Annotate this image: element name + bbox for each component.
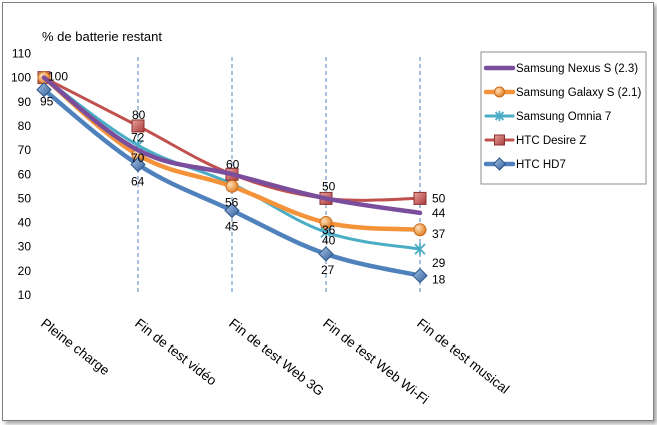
data-label: 70 [131, 151, 145, 165]
y-tick-label: 100 [11, 71, 31, 85]
y-tick-label: 70 [18, 143, 32, 157]
x-category-label: Fin de test Web Wi-Fi [320, 316, 431, 408]
data-label: 60 [226, 157, 240, 171]
y-tick-label: 90 [18, 95, 32, 109]
data-labels: 44 56 40 37 72 36 29 100 80 60 50 50 95 64 45 27 18 70 [40, 70, 446, 287]
point-marker [494, 86, 505, 98]
point-marker [492, 157, 507, 171]
y-tick-label: 10 [18, 288, 32, 302]
point-marker [225, 179, 239, 193]
y-tick-label: 60 [18, 167, 32, 181]
data-label: 37 [432, 227, 446, 241]
data-label: 64 [131, 175, 145, 189]
legend-item: Samsung Galaxy S (2.1) [483, 86, 641, 99]
point-marker [319, 216, 333, 230]
legend-label: Samsung Galaxy S (2.1) [516, 87, 641, 99]
data-label: 45 [225, 219, 239, 233]
point-marker [413, 191, 427, 205]
series-lines [36, 71, 428, 284]
point-marker [494, 134, 505, 146]
data-label: 29 [432, 256, 446, 270]
legend-label: HTC Desire Z [516, 135, 586, 147]
point-marker [412, 267, 428, 284]
y-tick-label: 80 [18, 119, 32, 133]
data-label: 18 [432, 273, 446, 287]
point-marker [130, 156, 146, 173]
x-category-label: Fin de test Web 3G [226, 316, 327, 399]
data-label: 50 [432, 191, 446, 205]
y-tick-labels: 10 20 30 40 50 60 70 80 90 100 110 [11, 47, 31, 303]
data-label: 80 [132, 108, 146, 122]
y-tick-label: 40 [18, 216, 32, 230]
x-category-label: Fin de test vidéo [132, 316, 219, 389]
point-marker [36, 82, 52, 98]
point-marker [224, 202, 240, 219]
legend-box [480, 51, 647, 185]
data-label: 36 [322, 223, 336, 237]
data-label: 95 [40, 95, 54, 109]
data-label: 40 [322, 234, 336, 248]
data-label: 56 [225, 195, 239, 209]
x-category-label: Pleine charge [38, 316, 112, 379]
legend-item: Samsung Nexus S (2.3) [483, 63, 638, 75]
data-label: 44 [432, 206, 446, 220]
legend-item: HTC Desire Z [484, 134, 586, 147]
legend-label: Samsung Omnia 7 [516, 111, 611, 123]
x-category-label: Fin de test musical [414, 316, 512, 397]
legend-item: HTC HD7 [483, 157, 566, 171]
series-4 [36, 82, 428, 284]
point-marker [414, 243, 426, 256]
data-label: 50 [322, 179, 336, 193]
x-category-labels: Pleine charge Fin de test vidéo Fin de tes… [38, 316, 512, 408]
y-tick-label: 110 [12, 47, 31, 61]
point-marker [318, 246, 334, 262]
series-line [41, 75, 423, 216]
y-axis-title: % de batterie restant [42, 29, 162, 44]
point-marker [413, 223, 427, 237]
point-marker [494, 111, 505, 121]
legend-label: HTC HD7 [516, 159, 566, 171]
data-label: 27 [321, 263, 335, 277]
data-label: 100 [48, 70, 68, 84]
legend: Samsung Nexus S (2.3) Samsung Galaxy S (2… [480, 51, 647, 185]
point-marker [131, 119, 145, 133]
y-tick-label: 30 [18, 240, 32, 254]
data-label: 72 [131, 130, 145, 144]
gridlines [137, 57, 421, 293]
y-tick-label: 50 [18, 191, 32, 205]
legend-item: Samsung Omnia 7 [484, 111, 611, 123]
series-0 [41, 75, 423, 216]
y-tick-label: 20 [18, 264, 32, 278]
legend-label: Samsung Nexus S (2.3) [516, 63, 638, 75]
